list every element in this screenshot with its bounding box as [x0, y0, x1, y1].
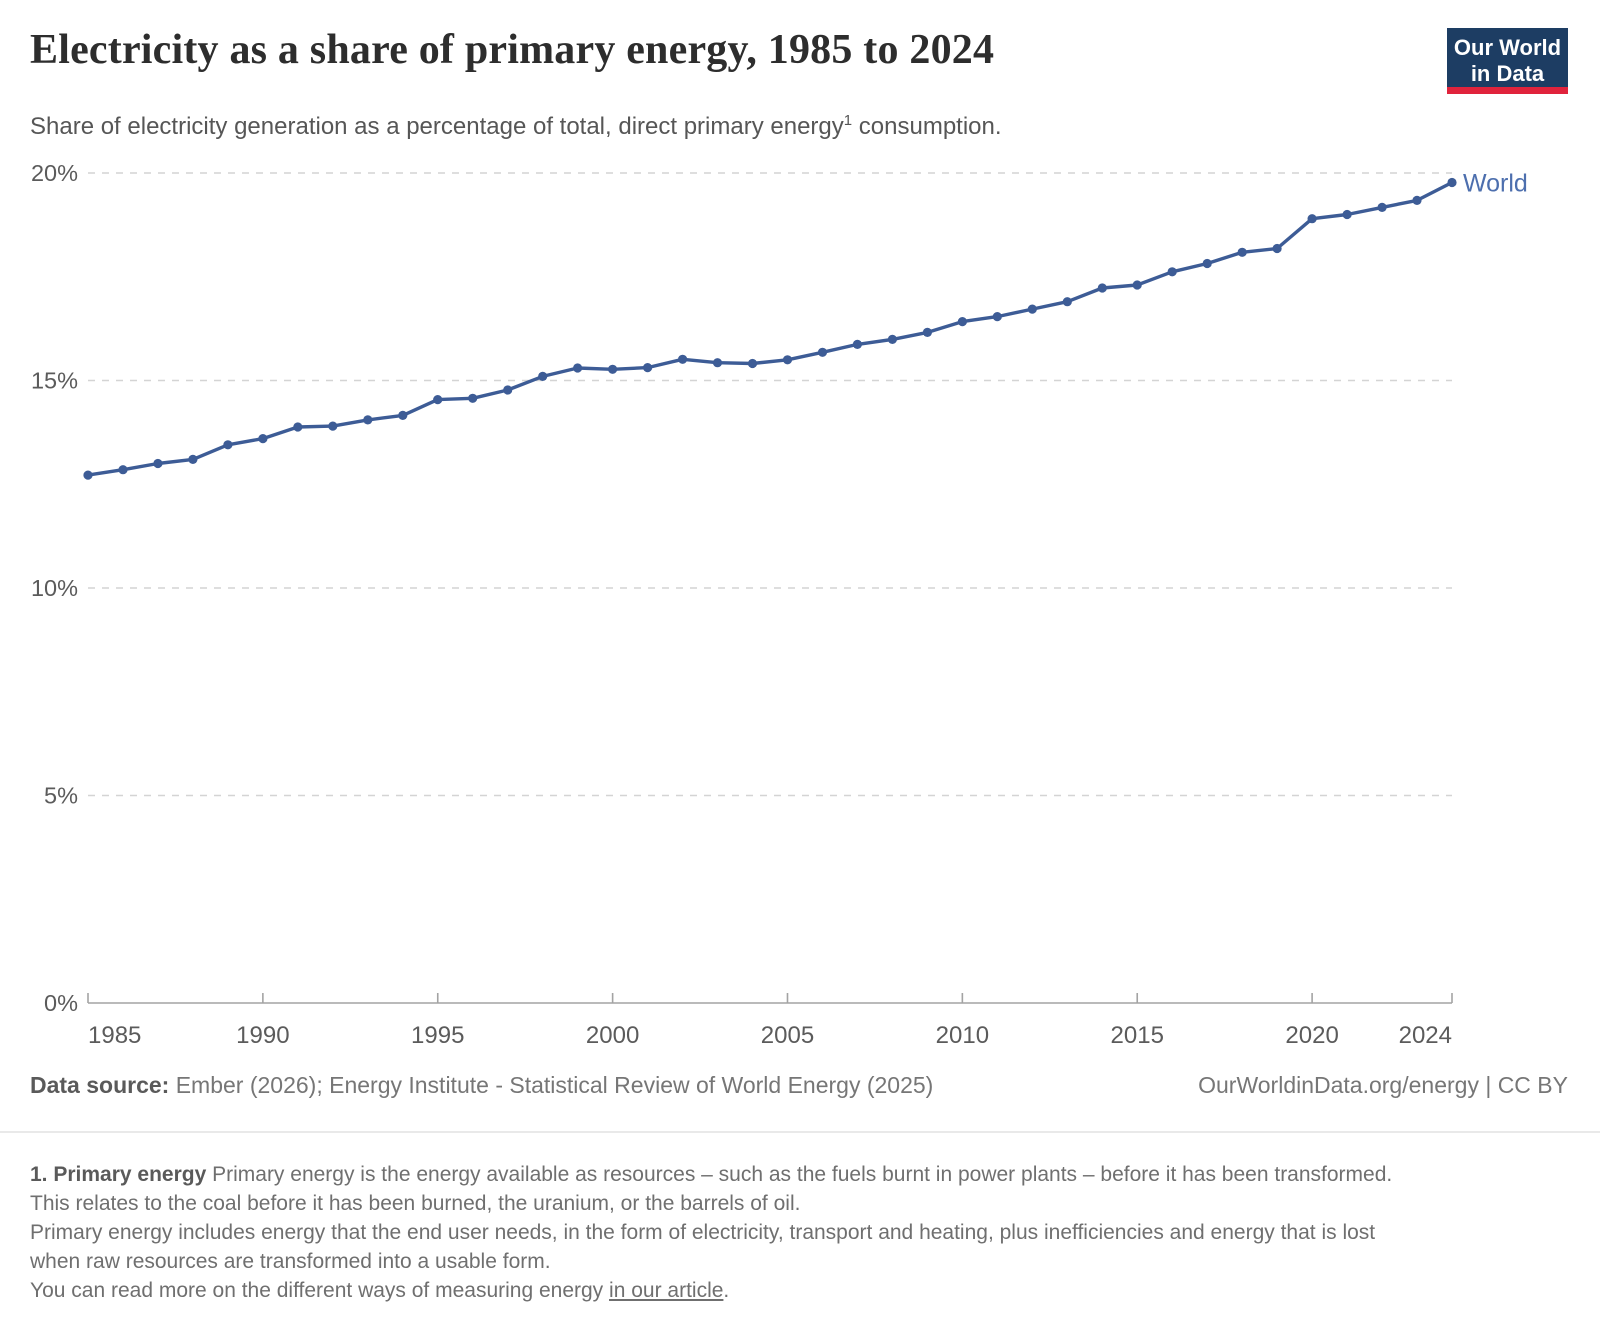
world-series-line [86, 180, 1454, 477]
data-point-2011[interactable] [992, 312, 1002, 322]
footnote-bold-label: 1. Primary energy [30, 1163, 207, 1186]
data-point-1999[interactable] [573, 363, 583, 373]
data-point-1987[interactable] [153, 458, 163, 469]
footnote-line-5: You can read more on the different ways … [30, 1276, 1570, 1305]
page-title: Electricity as a share of primary energy… [30, 27, 995, 73]
data-point-2005[interactable] [782, 355, 793, 365]
data-point-2009[interactable] [922, 327, 933, 337]
chart-subtitle: Share of electricity generation as a per… [30, 112, 1410, 141]
data-point-2020[interactable] [1307, 214, 1317, 224]
data-point-2018[interactable] [1237, 247, 1247, 257]
footnote-line-4: when raw resources are transformed into … [30, 1247, 1570, 1276]
data-point-1997[interactable] [503, 385, 513, 395]
x-tick-label-1990: 1990 [236, 1022, 289, 1049]
data-point-1990[interactable] [258, 434, 268, 444]
data-point-2008[interactable] [887, 334, 898, 344]
data-source: Data source: Ember (2026); Energy Instit… [30, 1072, 933, 1099]
owid-logo-line1: Our World [1453, 35, 1562, 60]
data-point-2019[interactable] [1272, 243, 1282, 254]
subtitle-text: Share of electricity generation as a per… [30, 113, 844, 140]
data-point-2006[interactable] [817, 347, 828, 357]
subtitle-text-end: consumption. [852, 113, 1002, 140]
series-label-world: World [1463, 170, 1528, 198]
x-tick-label-2010: 2010 [936, 1022, 989, 1049]
data-point-1992[interactable] [328, 421, 338, 431]
footnote-marker[interactable]: 1 [843, 112, 853, 129]
data-point-2015[interactable] [1132, 280, 1142, 290]
data-point-2023[interactable] [1412, 195, 1422, 205]
x-tick-label-1995: 1995 [411, 1022, 464, 1049]
data-source-label: Data source: [30, 1072, 170, 1098]
data-point-2007[interactable] [852, 339, 863, 349]
data-point-2003[interactable] [712, 358, 723, 368]
data-point-2004[interactable] [747, 358, 758, 369]
data-point-2014[interactable] [1097, 283, 1107, 293]
footnote-block: 1. Primary energy Primary energy is the … [30, 1160, 1570, 1305]
footnote-text: You can read more on the different ways … [30, 1279, 610, 1302]
data-point-2013[interactable] [1062, 297, 1072, 307]
footnote-text: This relates to the coal before it has b… [30, 1192, 801, 1215]
line-chart: 0% 5% 10% 15% 20% 1985 1990 1995 2000 2005 2010 201… [31, 160, 1528, 1049]
data-point-2010[interactable] [957, 317, 968, 327]
data-point-1989[interactable] [223, 440, 233, 450]
data-point-2000[interactable] [608, 364, 618, 374]
footnote-text: when raw resources are transformed into … [30, 1250, 551, 1273]
data-source-text: Ember (2026); Energy Institute - Statist… [169, 1072, 934, 1098]
data-point-1995[interactable] [433, 395, 443, 405]
footer-divider [0, 1131, 1600, 1133]
owid-logo: Our World in Data [1447, 28, 1568, 94]
x-tick-label-2024: 2024 [1399, 1022, 1452, 1049]
data-point-2012[interactable] [1027, 304, 1037, 314]
data-point-2002[interactable] [678, 354, 688, 364]
data-point-1996[interactable] [468, 393, 478, 403]
source-row: Data source: Ember (2026); Energy Instit… [30, 1072, 1568, 1099]
data-point-1994[interactable] [398, 410, 408, 420]
y-tick-label-20: 20% [31, 160, 78, 186]
data-point-2001[interactable] [643, 363, 653, 373]
data-point-1986[interactable] [118, 465, 128, 475]
x-tick-label-2005: 2005 [761, 1022, 814, 1049]
data-point-2016[interactable] [1167, 267, 1177, 277]
footnote-line-3: Primary energy includes energy that the … [30, 1218, 1570, 1247]
data-point-1998[interactable] [538, 371, 548, 381]
data-point-2017[interactable] [1202, 258, 1212, 269]
y-tick-label-10: 10% [31, 575, 78, 601]
data-point-1993[interactable] [363, 415, 373, 425]
x-tick-label-2015: 2015 [1111, 1022, 1164, 1049]
x-tick-label-2020: 2020 [1285, 1022, 1338, 1049]
owid-logo-line2: in Data [1470, 61, 1545, 86]
y-tick-label-5: 5% [44, 783, 78, 809]
data-point-2021[interactable] [1342, 209, 1352, 220]
data-point-2024[interactable] [1447, 177, 1457, 188]
footnote-text: Primary energy includes energy that the … [30, 1221, 1376, 1244]
data-point-1985[interactable] [83, 470, 93, 480]
x-tick-label-2000: 2000 [586, 1022, 639, 1049]
credit-line: OurWorldinData.org/energy | CC BY [1198, 1072, 1568, 1098]
data-point-1988[interactable] [188, 454, 198, 464]
footnote-line-1: 1. Primary energy Primary energy is the … [30, 1160, 1570, 1189]
x-tick-label-1985: 1985 [88, 1022, 141, 1049]
data-point-2022[interactable] [1377, 202, 1387, 212]
footnote-line-2: This relates to the coal before it has b… [30, 1189, 1570, 1218]
y-tick-label-15: 15% [31, 368, 78, 394]
footnote-text: Primary energy is the energy available a… [206, 1163, 1393, 1186]
y-tick-label-0: 0% [44, 990, 78, 1016]
footnote-text: . [723, 1279, 730, 1302]
data-point-1991[interactable] [293, 422, 303, 432]
article-link[interactable]: in our article [609, 1279, 724, 1302]
